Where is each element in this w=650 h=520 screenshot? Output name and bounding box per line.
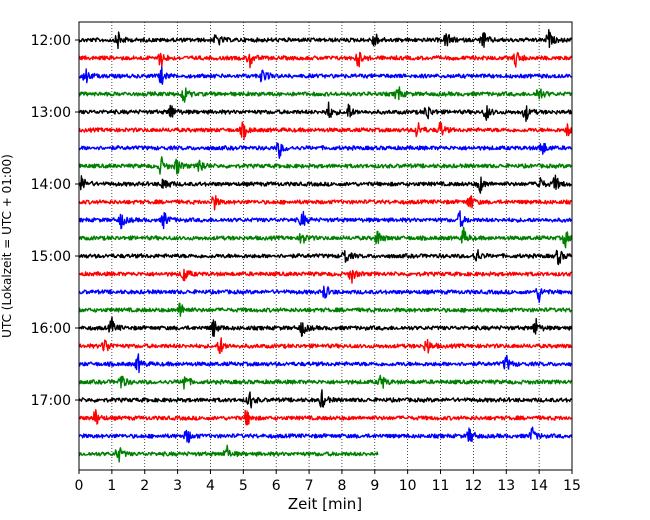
trace-line bbox=[78, 374, 573, 390]
plot-frame bbox=[78, 21, 573, 471]
trace-line bbox=[78, 409, 573, 426]
seismic-traces bbox=[78, 29, 573, 463]
y-tick-label: 17:00 bbox=[31, 393, 71, 409]
trace-line bbox=[78, 29, 573, 50]
trace-line bbox=[78, 86, 573, 103]
y-tick-label: 16:00 bbox=[31, 321, 71, 337]
trace-line bbox=[78, 268, 573, 284]
x-tick-label: 8 bbox=[337, 478, 346, 494]
trace-line bbox=[78, 142, 572, 159]
trace-line bbox=[78, 51, 573, 69]
x-tick-label: 7 bbox=[305, 478, 314, 494]
trace-line bbox=[78, 444, 379, 463]
x-tick-label: 10 bbox=[399, 478, 417, 494]
x-tick-label: 6 bbox=[272, 478, 281, 494]
grid-lines bbox=[111, 22, 540, 470]
trace-line bbox=[78, 285, 573, 304]
trace-line bbox=[78, 66, 573, 85]
y-tick-label: 14:00 bbox=[31, 177, 71, 193]
trace-line bbox=[78, 426, 573, 444]
x-axis-ticks: 0 1 2 3 4 5 6 7 8 9 10 11 12 13 14 15 bbox=[75, 470, 581, 494]
trace-line bbox=[78, 249, 573, 266]
x-tick-label: 2 bbox=[140, 478, 149, 494]
x-tick-label: 13 bbox=[497, 478, 515, 494]
x-tick-label: 12 bbox=[464, 478, 482, 494]
y-axis-label: UTC (Lokalzeit = UTC + 01:00) bbox=[0, 154, 14, 338]
x-axis-label: Zeit [min] bbox=[288, 495, 362, 513]
trace-line bbox=[78, 337, 573, 355]
trace-line bbox=[78, 389, 573, 409]
y-tick-label: 12:00 bbox=[31, 33, 71, 49]
trace-line bbox=[78, 210, 573, 230]
y-tick-label: 13:00 bbox=[31, 105, 71, 121]
x-tick-label: 9 bbox=[370, 478, 379, 494]
trace-line bbox=[78, 156, 573, 175]
x-tick-label: 3 bbox=[173, 478, 182, 494]
x-tick-label: 15 bbox=[563, 478, 581, 494]
trace-line bbox=[78, 121, 573, 141]
x-tick-label: 4 bbox=[206, 478, 215, 494]
y-tick-label: 15:00 bbox=[31, 249, 71, 265]
trace-line bbox=[78, 353, 572, 374]
x-tick-label: 11 bbox=[432, 478, 450, 494]
trace-line bbox=[78, 195, 573, 211]
x-tick-label: 1 bbox=[107, 478, 116, 494]
trace-line bbox=[78, 226, 573, 249]
x-tick-label: 0 bbox=[75, 478, 84, 494]
x-tick-label: 5 bbox=[239, 478, 248, 494]
trace-line bbox=[78, 316, 573, 338]
trace-line bbox=[78, 101, 573, 123]
trace-line bbox=[78, 302, 572, 317]
x-tick-label: 14 bbox=[530, 478, 548, 494]
y-axis-ticks: 12:00 13:00 14:00 15:00 16:00 17:00 bbox=[31, 33, 79, 409]
trace-line bbox=[78, 174, 573, 194]
